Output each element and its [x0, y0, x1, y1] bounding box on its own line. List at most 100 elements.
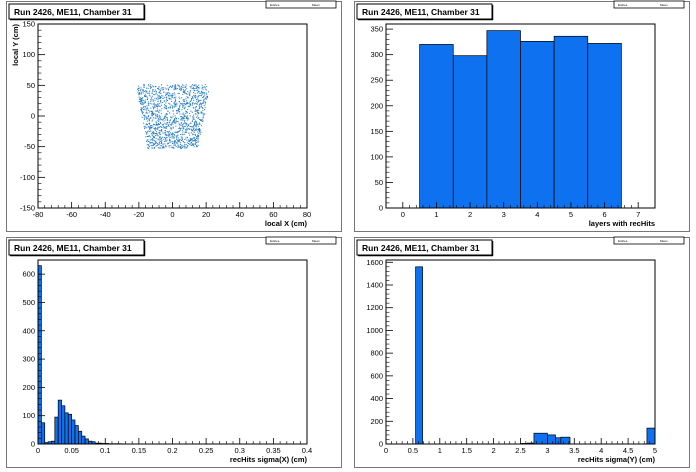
scatter-point — [168, 97, 170, 99]
scatter-point — [162, 124, 164, 126]
scatter-point — [164, 96, 166, 98]
scatter-point — [140, 88, 142, 90]
scatter-point — [181, 122, 183, 124]
scatter-point — [172, 132, 174, 134]
scatter-point — [195, 97, 197, 99]
scatter-point — [155, 90, 157, 92]
scatter-point — [147, 112, 149, 114]
scatter-point — [161, 119, 163, 121]
scatter-point — [159, 140, 161, 142]
scatter-point — [194, 137, 196, 139]
scatter-point — [151, 99, 153, 101]
scatter-point — [160, 137, 162, 139]
scatter-point — [198, 118, 200, 120]
scatter-point — [167, 110, 169, 112]
scatter-point — [150, 86, 152, 88]
scatter-point — [161, 146, 163, 148]
scatter-point — [155, 104, 157, 106]
scatter-point — [173, 106, 175, 108]
scatter-point — [176, 110, 178, 112]
scatter-point — [193, 85, 195, 87]
scatter-point — [189, 105, 191, 107]
scatter-point — [152, 106, 154, 108]
scatter-point — [204, 92, 206, 94]
scatter-point — [184, 100, 186, 102]
scatter-point — [204, 86, 206, 88]
scatter-point — [163, 116, 165, 118]
scatter-point — [181, 103, 183, 105]
scatter-point — [152, 132, 154, 134]
scatter-point — [159, 115, 161, 117]
scatter-point — [157, 123, 159, 125]
scatter-point — [150, 84, 152, 86]
scatter-point — [138, 85, 140, 87]
scatter-point — [168, 135, 170, 137]
scatter-point — [165, 100, 167, 102]
scatter-point — [189, 126, 191, 128]
scatter-point — [191, 145, 193, 147]
scatter-point — [143, 114, 145, 116]
scatter-point — [174, 122, 176, 124]
scatter-point — [189, 139, 191, 141]
scatter-point — [195, 103, 197, 105]
scatter-point — [194, 107, 196, 109]
scatter-point — [158, 92, 160, 94]
scatter-point — [149, 102, 151, 104]
scatter-point — [193, 136, 195, 138]
scatter-point — [183, 99, 185, 101]
scatter-point — [146, 118, 148, 120]
scatter-point — [170, 95, 172, 97]
scatter-point — [185, 131, 187, 133]
scatter-point — [193, 122, 195, 124]
scatter-point — [146, 127, 148, 129]
scatter-point — [159, 97, 161, 99]
scatter-point — [198, 103, 200, 105]
scatter-point — [178, 140, 180, 142]
scatter-point — [184, 138, 186, 140]
stats-label: Entries — [270, 239, 280, 243]
scatter-point — [201, 94, 203, 96]
scatter-point — [155, 121, 157, 123]
scatter-point — [175, 105, 177, 107]
scatter-point — [181, 139, 183, 141]
scatter-point — [147, 135, 149, 137]
scatter-point — [192, 86, 194, 88]
y-tick-label: 0 — [379, 204, 383, 213]
scatter-point — [192, 107, 194, 109]
scatter-point — [150, 125, 152, 127]
scatter-point — [159, 119, 161, 121]
scatter-point — [156, 131, 158, 133]
scatter-point — [183, 121, 185, 123]
scatter-point — [139, 90, 141, 92]
scatter-point — [196, 122, 198, 124]
scatter-point — [201, 120, 203, 122]
stats-label: Entries — [618, 3, 628, 7]
scatter-point — [158, 139, 160, 141]
scatter-point — [173, 102, 175, 104]
scatter-point — [195, 121, 197, 123]
scatter-point — [192, 97, 194, 99]
scatter-point — [140, 101, 142, 103]
scatter-point — [196, 103, 198, 105]
y-tick-label: -150 — [20, 204, 35, 213]
scatter-point — [174, 87, 176, 89]
scatter-point — [196, 135, 198, 137]
scatter-point — [152, 135, 154, 137]
scatter-point — [154, 143, 156, 145]
scatter-point — [150, 141, 152, 143]
scatter-point — [174, 115, 176, 117]
scatter-point — [181, 86, 183, 88]
scatter-point — [196, 145, 198, 147]
scatter-point — [165, 107, 167, 109]
scatter-point — [154, 133, 156, 135]
scatter-point — [172, 127, 174, 129]
scatter-point — [148, 111, 150, 113]
scatter-point — [183, 104, 185, 106]
scatter-point — [180, 118, 182, 120]
scatter-point — [152, 119, 154, 121]
histogram-bar — [587, 43, 622, 209]
scatter-point — [185, 98, 187, 100]
scatter-point — [156, 127, 158, 129]
scatter-point — [189, 86, 191, 88]
scatter-point — [184, 91, 186, 93]
